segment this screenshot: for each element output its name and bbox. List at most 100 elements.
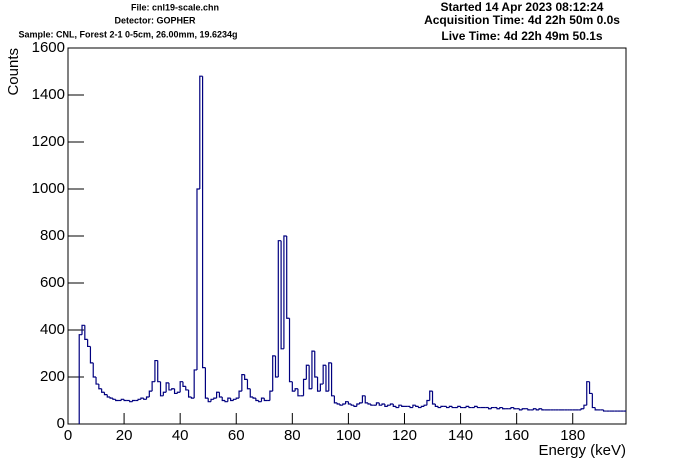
histogram-bin [353,405,357,407]
histogram-bin [367,402,371,405]
histogram-bin [193,369,197,399]
histogram-bin [176,391,181,394]
histogram-bin [308,365,312,390]
histogram-bin [468,406,472,409]
histogram-bin [440,405,444,408]
histogram-bin [187,389,192,398]
histogram-bin [255,398,259,402]
histogram-bin [109,396,113,399]
histogram-bin [586,381,590,406]
histogram-bin [258,400,262,403]
histogram-bin [207,398,212,403]
histogram-bin [157,360,161,383]
histogram-bin [213,397,217,400]
histogram-bin [448,405,453,408]
histogram-bin [148,390,153,397]
histogram-bin [339,404,343,406]
header-text: Sample: CNL, Forest 2-1 0-5cm, 26.00mm, … [18,29,237,39]
histogram-bin [602,409,607,412]
histogram-bin [151,381,155,392]
x-tick-label: 140 [448,427,473,444]
histogram-bin [361,395,366,403]
histogram-bin [210,398,214,402]
histogram-bin [173,388,178,395]
histogram-bin [429,390,433,401]
histogram-bin [473,405,478,408]
histogram-bin [238,390,242,399]
histogram-bin [115,399,119,402]
histogram-bin [588,381,593,395]
histogram-bin [532,408,537,410]
x-tick-label: 100 [336,427,361,444]
histogram-bin [103,392,108,396]
histogram-bin [143,398,147,400]
histogram-bin [521,408,526,410]
histogram-bin [190,396,195,399]
histogram-bin [359,402,363,405]
histogram-bin [580,408,584,410]
histogram-bin [252,396,256,399]
histogram-bin [502,407,506,410]
histogram-bin [325,365,329,392]
histogram-bin [420,405,425,408]
histogram-bin [328,362,332,392]
histogram-bin [322,364,326,385]
histogram-bin [137,398,141,401]
histogram-bin [316,377,321,392]
histogram-bin [165,382,169,393]
histogram-bin [342,403,346,406]
histogram-bin [145,396,150,400]
histogram-bin [384,404,388,407]
histogram-bin [591,393,596,409]
x-tick-label: 40 [172,427,189,444]
histogram-bin [162,391,167,396]
histogram-bin [490,406,495,409]
histogram-bin [434,404,439,407]
header-text: Acquisition Time: 4d 22h 50m 0.0s [424,13,620,27]
histogram-bin [314,351,318,378]
histogram-bin [78,334,83,424]
histogram-bin [294,388,298,392]
histogram-bin [249,388,254,398]
histogram-bin [112,398,116,400]
y-tick-label: 200 [40,368,65,385]
histogram-bin [286,236,290,319]
y-tick-label: 1600 [32,39,65,56]
histogram-bin [459,406,464,409]
histogram-bin [244,374,248,380]
histogram-bin [330,362,335,397]
histogram-bin [159,381,164,397]
histogram-bin [527,408,531,411]
histogram-bin [513,407,517,410]
histogram-bin [218,392,223,398]
histogram-bin [87,339,91,348]
histogram-bin [106,394,111,398]
x-tick-label: 20 [116,427,133,444]
histogram-bin [451,406,455,409]
y-tick-label: 1000 [32,180,65,197]
histogram-bin [457,405,461,408]
y-tick-label: 600 [40,274,65,291]
histogram-bin [347,401,352,405]
histogram-bin [272,355,276,392]
histogram-bin [305,364,310,380]
x-tick-label: 160 [504,427,529,444]
histogram-bin [227,397,231,402]
x-tick-label: 120 [392,427,417,444]
histogram-bin [510,406,514,409]
histogram-bin [196,188,200,370]
histogram-bin [423,404,427,407]
histogram-bin [277,240,282,377]
x-axis-title: Energy (keV) [538,442,626,459]
header-text: Live Time: 4d 22h 49m 50.1s [441,29,603,43]
histogram-bin [120,398,125,401]
histogram-bin [221,396,226,402]
histogram-bin [241,374,245,392]
histogram-bin [395,406,399,409]
histogram-bin [185,386,189,391]
histogram-bin [541,408,545,411]
histogram-bin [98,384,102,390]
histogram-bin [260,397,265,402]
histogram-bin [398,404,402,408]
histogram-bin [216,391,220,399]
